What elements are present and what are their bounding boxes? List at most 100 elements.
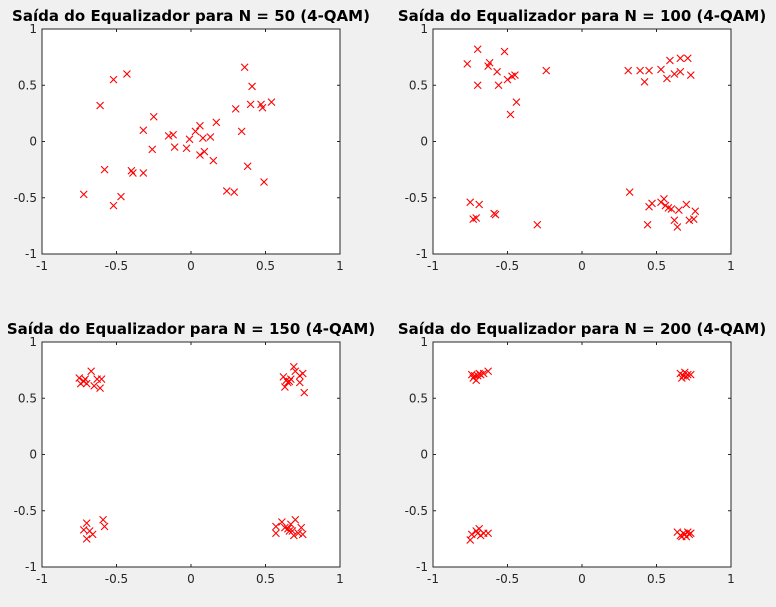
data-point <box>300 388 309 397</box>
data-point <box>500 47 509 56</box>
x-tick-label: 1 <box>336 259 344 273</box>
data-point <box>472 214 481 222</box>
data-point <box>100 522 109 531</box>
data-point <box>148 145 157 154</box>
data-point <box>169 130 178 139</box>
data-point <box>286 375 295 384</box>
data-point <box>289 362 298 371</box>
y-tick-label: 1 <box>29 335 37 349</box>
chart-title: Saída do Equalizador para N = 50 (4-QAM) <box>12 7 370 25</box>
y-tick-label: -1 <box>25 247 37 261</box>
data-point <box>648 199 656 208</box>
data-point <box>685 216 694 225</box>
data-point <box>82 534 91 543</box>
data-point <box>267 98 276 107</box>
data-point <box>676 67 685 76</box>
x-tick-label: 0 <box>578 572 586 586</box>
x-tick-label: 0.5 <box>647 259 666 273</box>
y-tick-label: 0.5 <box>409 391 428 405</box>
data-point <box>673 223 682 231</box>
data-point <box>533 220 542 229</box>
data-point <box>484 367 493 376</box>
data-point <box>503 75 512 84</box>
x-tick-label: 0.5 <box>256 259 275 273</box>
y-tick-label: -0.5 <box>14 504 37 518</box>
data-point <box>624 66 633 75</box>
x-tick-label: -1 <box>36 572 48 586</box>
y-tick-label: 0 <box>420 135 428 149</box>
data-point <box>129 169 137 177</box>
data-point <box>467 530 476 539</box>
x-tick-label: 1 <box>727 572 735 586</box>
data-point <box>96 101 104 110</box>
y-tick-label: 0.5 <box>409 78 428 92</box>
data-point <box>182 144 191 153</box>
data-point <box>272 522 280 531</box>
data-point <box>139 169 148 177</box>
data-point <box>491 210 500 219</box>
data-point <box>280 383 289 391</box>
data-point <box>209 156 218 165</box>
data-point <box>691 207 700 216</box>
data-point <box>248 82 256 91</box>
chart-title: Saída do Equalizador para N = 150 (4-QAM… <box>7 320 375 338</box>
y-tick-label: -0.5 <box>14 191 37 205</box>
x-tick-label: 0 <box>187 259 195 273</box>
data-point <box>686 529 695 538</box>
data-point <box>676 54 685 63</box>
data-point <box>506 110 515 119</box>
data-point <box>278 518 286 526</box>
data-point <box>511 71 519 80</box>
data-point <box>636 66 644 75</box>
data-point <box>164 131 173 140</box>
data-point <box>686 71 695 80</box>
data-point <box>97 375 106 384</box>
y-tick-label: 0 <box>29 448 37 462</box>
data-point <box>484 529 493 538</box>
data-point <box>473 45 482 54</box>
y-tick-label: -0.5 <box>405 191 428 205</box>
data-point <box>512 98 521 107</box>
data-point <box>79 525 88 534</box>
data-point <box>79 190 88 199</box>
chart-title: Saída do Equalizador para N = 200 (4-QAM… <box>398 320 766 338</box>
data-point <box>666 56 674 65</box>
data-point <box>663 74 671 83</box>
data-point <box>289 531 298 540</box>
axes-box <box>432 28 732 255</box>
data-point <box>463 59 472 68</box>
data-point <box>196 121 204 130</box>
data-point <box>657 65 665 74</box>
data-point <box>466 198 475 207</box>
data-point <box>272 529 280 538</box>
data-point <box>475 200 484 209</box>
data-point <box>472 376 481 385</box>
data-point <box>470 371 479 380</box>
x-tick-label: -1 <box>427 572 439 586</box>
x-tick-label: 0.5 <box>647 572 666 586</box>
data-point <box>258 103 267 112</box>
data-point <box>298 369 307 378</box>
data-point <box>682 200 691 209</box>
x-tick-label: -0.5 <box>105 572 128 586</box>
data-point <box>200 147 209 156</box>
data-point <box>139 126 148 135</box>
data-point <box>667 205 676 213</box>
data-point <box>230 188 239 197</box>
data-point <box>683 370 692 379</box>
data-point <box>473 81 482 90</box>
y-tick-label: 0 <box>420 448 428 462</box>
x-tick-label: -1 <box>427 259 439 273</box>
data-point <box>87 367 96 376</box>
data-point <box>96 384 104 393</box>
data-point <box>185 135 194 144</box>
data-point <box>493 67 501 76</box>
data-point <box>88 530 97 539</box>
data-point <box>660 194 668 203</box>
data-point <box>75 374 84 382</box>
data-point <box>82 519 91 528</box>
data-point <box>90 381 99 390</box>
data-point <box>231 104 240 113</box>
x-tick-label: 0 <box>578 259 586 273</box>
